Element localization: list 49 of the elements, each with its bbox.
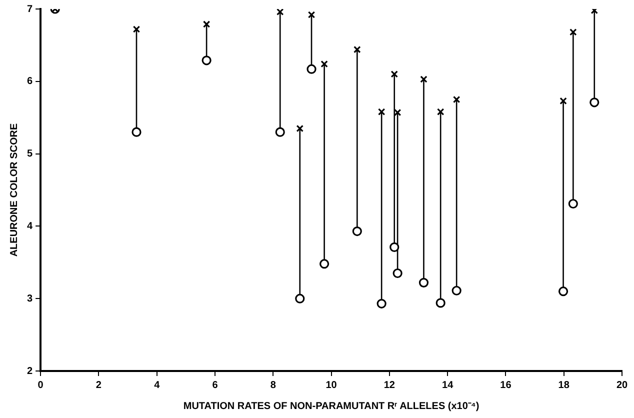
- point: [418, 278, 429, 288]
- point: [202, 20, 210, 28]
- point: [306, 64, 316, 74]
- point: [378, 108, 386, 116]
- x-tick-label: 20: [616, 380, 628, 391]
- x-tick-label: 6: [212, 380, 218, 391]
- point: [392, 268, 402, 278]
- point: [132, 127, 142, 137]
- x-tick-label: 12: [384, 380, 396, 391]
- y-tick-label: 6: [27, 76, 33, 88]
- point: [558, 286, 568, 296]
- y-tick-label: 3: [27, 293, 33, 304]
- x-axis-title: MUTATION RATES OF NON-PARAMUTANT Rʳ ALLELES (x10⁻⁴): [183, 400, 480, 412]
- point: [275, 127, 285, 137]
- y-tick-label: 5: [27, 148, 33, 160]
- point: [354, 46, 361, 54]
- point: [390, 242, 400, 252]
- point: [452, 286, 462, 296]
- point: [320, 259, 330, 269]
- x-tick-label: 18: [558, 380, 570, 391]
- point: [352, 226, 362, 236]
- point: [320, 60, 328, 68]
- point: [308, 11, 316, 18]
- point: [296, 124, 304, 132]
- point: [436, 108, 444, 116]
- point: [590, 98, 600, 108]
- point: [132, 26, 140, 33]
- point: [276, 9, 284, 16]
- point: [420, 76, 428, 83]
- point: [295, 294, 305, 304]
- x-tick-label: 0: [38, 380, 44, 391]
- y-tick-label: 4: [27, 220, 33, 232]
- point: [390, 70, 398, 78]
- y-axis-title: ALEURONE COLOR SCORE: [8, 123, 20, 257]
- y-tick-label: 2: [27, 366, 33, 377]
- point: [568, 198, 578, 209]
- point: [570, 28, 577, 36]
- point: [560, 97, 567, 105]
- y-tick-label: 7: [27, 4, 33, 15]
- x-tick-label: 2: [96, 380, 102, 391]
- x-tick-label: 16: [500, 380, 512, 391]
- point: [202, 56, 212, 66]
- point: [376, 298, 386, 308]
- x-tick-label: 10: [326, 380, 338, 391]
- x-tick-label: 8: [270, 380, 276, 391]
- point: [436, 298, 446, 308]
- x-tick-label: 4: [154, 380, 160, 391]
- point: [452, 96, 460, 104]
- x-tick-label: 14: [442, 380, 454, 391]
